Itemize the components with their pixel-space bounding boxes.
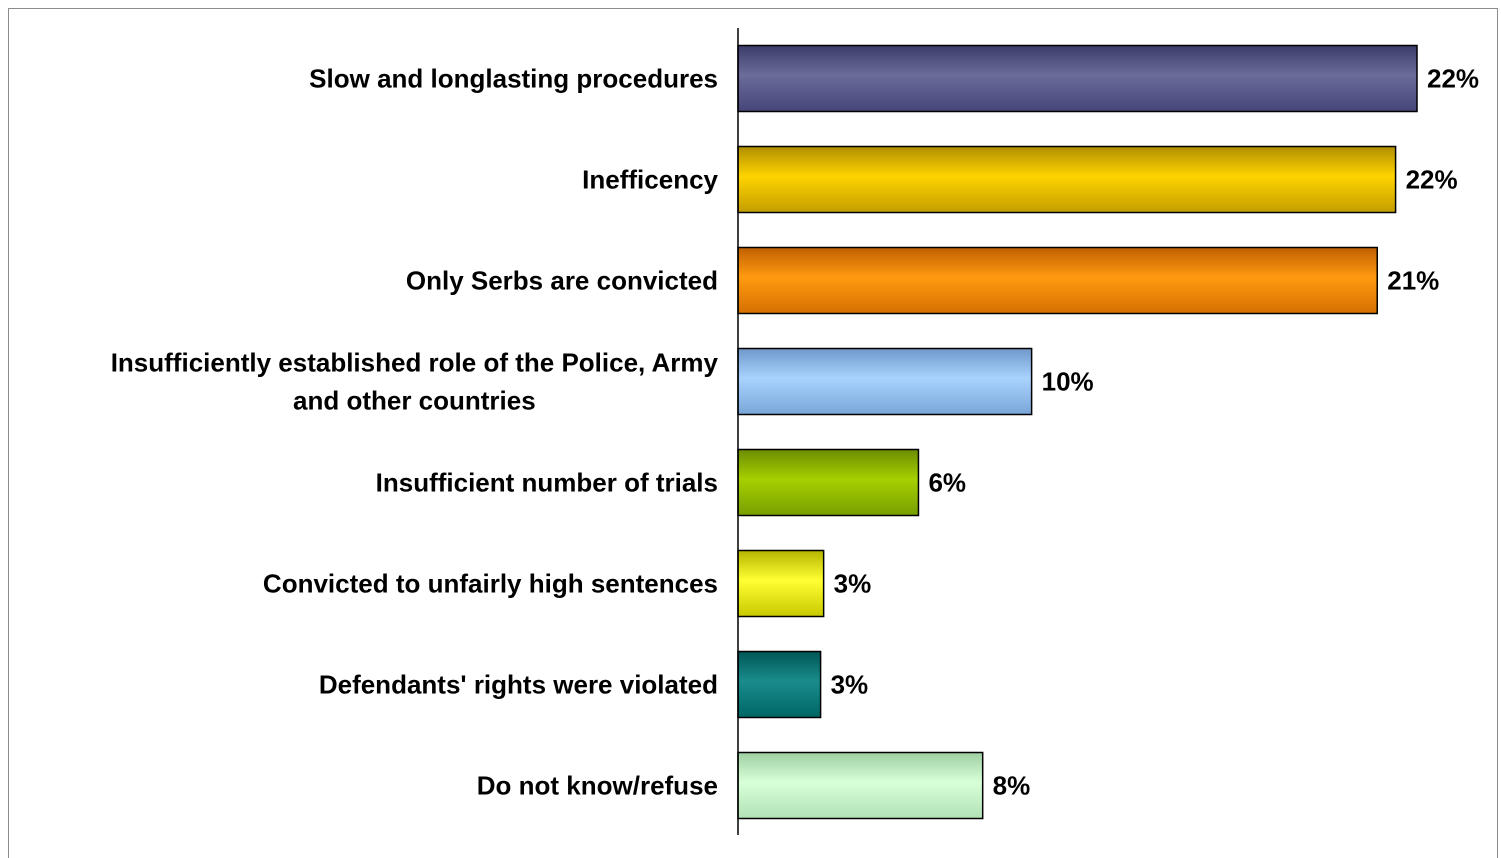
value-label-0: 22%: [1427, 64, 1479, 94]
bar-3: [737, 347, 1033, 416]
bar-7: [737, 751, 984, 820]
value-label-5: 3%: [834, 569, 872, 599]
category-label-4: Insufficient number of trials: [376, 468, 718, 498]
value-label-6: 3%: [831, 670, 869, 700]
value-label-3: 10%: [1042, 367, 1094, 397]
bar-4: [737, 448, 920, 517]
bar-6: [737, 650, 822, 719]
category-label-7: Do not know/refuse: [477, 771, 718, 801]
value-label-2: 21%: [1387, 266, 1439, 296]
category-label-5: Convicted to unfairly high sentences: [263, 569, 718, 599]
value-label-1: 22%: [1406, 165, 1458, 195]
value-label-7: 8%: [993, 771, 1031, 801]
bar-5: [737, 549, 825, 618]
category-label-3-line-0: Insufficiently established role of the P…: [111, 348, 719, 378]
value-label-4: 6%: [928, 468, 966, 498]
bar-2: [737, 246, 1378, 315]
category-label-3-line-1: and other countries: [293, 386, 536, 416]
category-label-2: Only Serbs are convicted: [406, 266, 718, 296]
category-label-0: Slow and longlasting procedures: [309, 64, 718, 94]
bar-0: [737, 44, 1418, 113]
chart-frame: [8, 8, 1498, 858]
bar-1: [737, 145, 1397, 214]
category-label-6: Defendants' rights were violated: [319, 670, 718, 700]
category-label-1: Inefficency: [582, 165, 718, 195]
